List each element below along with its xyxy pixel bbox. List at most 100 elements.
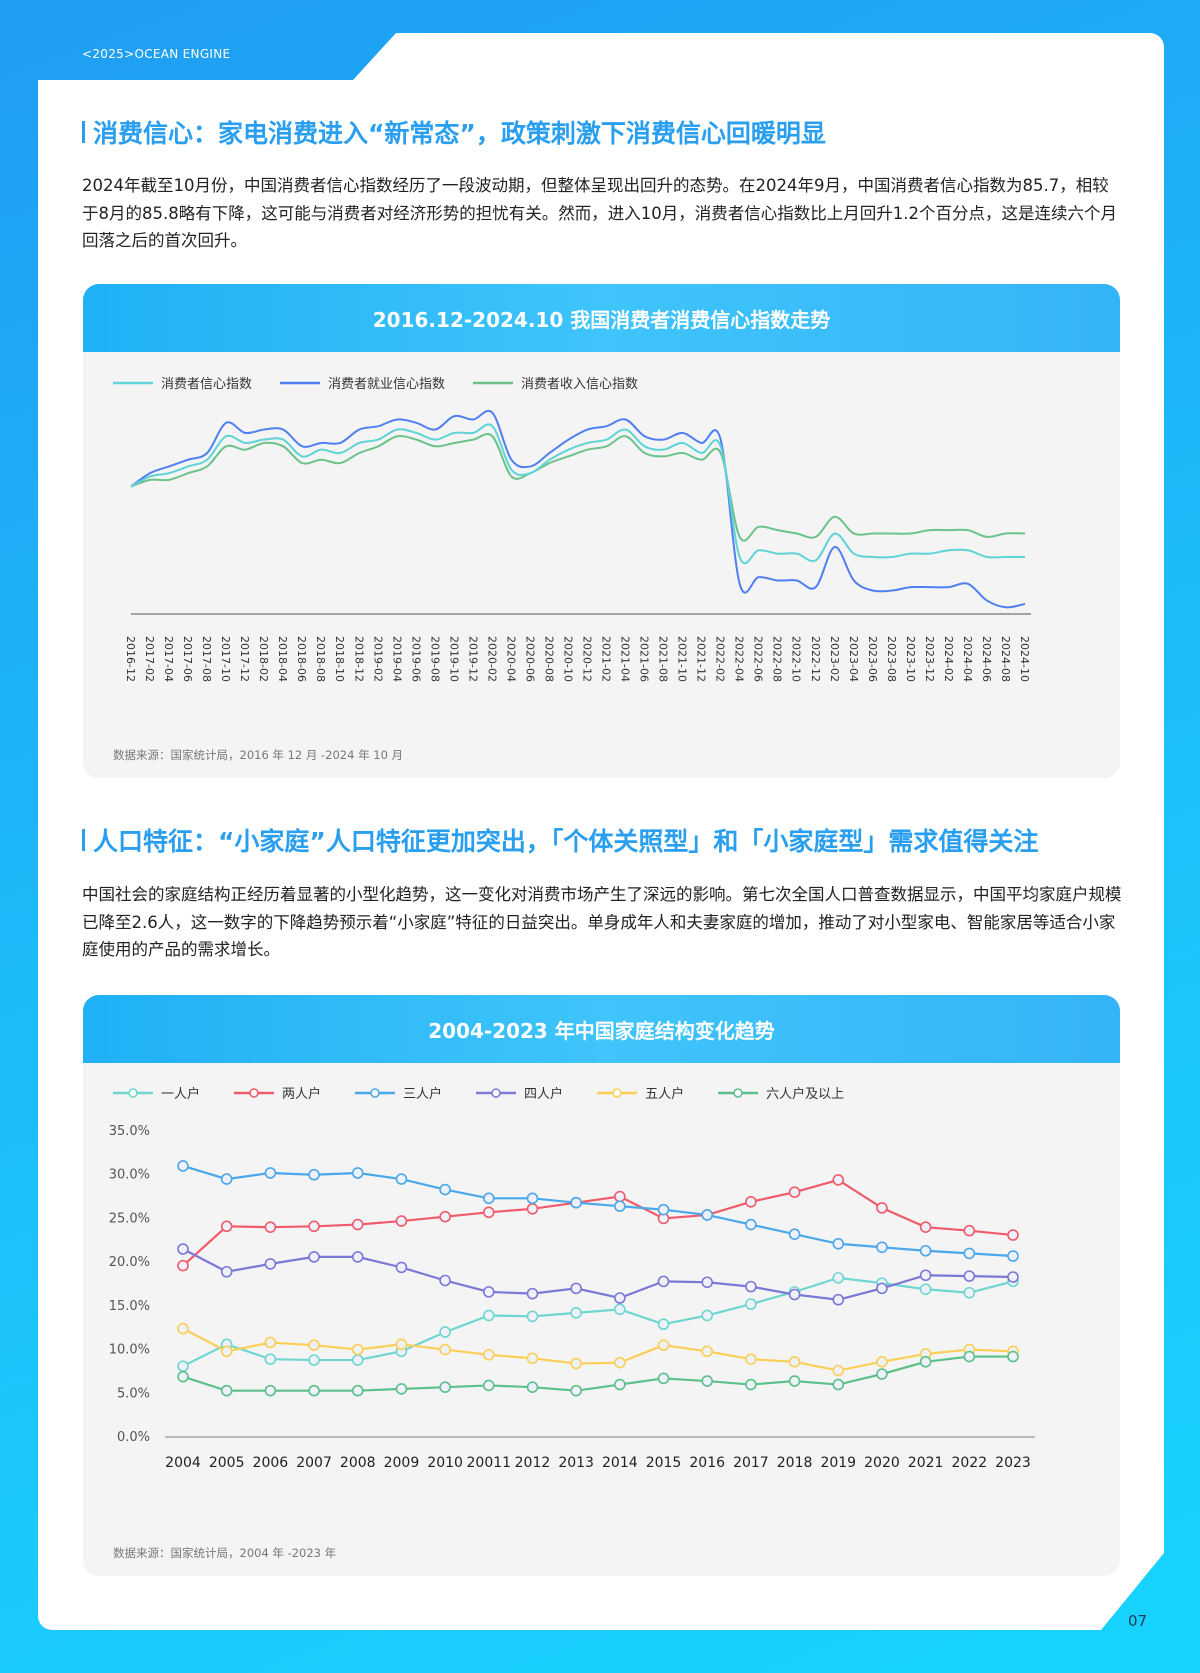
data-point: [308, 1251, 320, 1263]
series-line: [182, 1248, 1014, 1301]
data-point: [526, 1352, 539, 1365]
data-point: [351, 1218, 364, 1231]
legend-label: 消费者信心指数: [161, 377, 253, 392]
data-point: [832, 1237, 845, 1250]
x-tick-label: 2019-02: [371, 636, 384, 682]
data-point: [570, 1384, 582, 1397]
legend-item: 四人户: [476, 1083, 563, 1102]
data-point: [308, 1354, 320, 1366]
data-point: [264, 1258, 277, 1270]
data-point: [177, 1360, 189, 1372]
legend-label: 一人户: [161, 1087, 201, 1102]
legend-item: 消费者收入信心指数: [473, 373, 638, 392]
x-tick-label: 2019-08: [428, 636, 441, 682]
x-tick-label: 2018-06: [295, 636, 308, 682]
data-point: [395, 1338, 408, 1351]
series-line-消费者信心指数: [130, 423, 1025, 565]
data-point: [526, 1287, 539, 1300]
chart-title: 2004-2023 年中国家庭结构变化趋势: [83, 995, 1120, 1063]
data-point: [264, 1221, 277, 1233]
x-tick-label: 2018: [777, 1455, 813, 1471]
x-tick-label: 2022-12: [809, 636, 822, 682]
data-point: [701, 1375, 714, 1387]
series-line-消费者收入信心指数: [130, 433, 1026, 542]
data-point: [177, 1160, 189, 1172]
data-point: [264, 1353, 277, 1365]
data-point: [264, 1384, 277, 1397]
data-point: [832, 1364, 845, 1377]
data-point: [701, 1309, 714, 1322]
x-tick-label: 2019-04: [390, 636, 403, 682]
brand-label: <2025>OCEAN ENGINE: [82, 47, 231, 61]
series-三人户: [177, 1160, 1019, 1262]
data-point: [919, 1356, 932, 1368]
data-point: [614, 1190, 626, 1203]
data-point: [701, 1276, 714, 1289]
x-tick-label: 2021-08: [657, 636, 670, 682]
x-tick-label: 2016: [689, 1455, 725, 1471]
legend-item: 消费者信心指数: [113, 373, 252, 392]
data-point: [526, 1381, 539, 1393]
data-point: [614, 1356, 626, 1369]
x-tick-label: 2024-04: [961, 636, 974, 682]
y-tick-label: 35.0%: [109, 1124, 150, 1139]
data-point: [482, 1379, 495, 1392]
data-point: [570, 1196, 582, 1209]
x-tick-label: 2022-02: [714, 636, 727, 682]
data-point: [439, 1326, 451, 1338]
data-point: [570, 1357, 582, 1370]
data-point: [832, 1272, 845, 1284]
x-tick-label: 2012: [515, 1455, 551, 1471]
data-point: [395, 1173, 408, 1185]
data-point: [308, 1339, 320, 1352]
x-tick-label: 2022-08: [771, 636, 784, 682]
series-line: [182, 1164, 1014, 1258]
chart-legend: 一人户 两人户 三人户 四人户 五人户 六人户及以上: [113, 1083, 844, 1102]
x-tick-label: 2020-08: [542, 636, 555, 682]
data-point: [220, 1220, 233, 1233]
data-point: [439, 1343, 451, 1356]
data-point: [657, 1275, 670, 1288]
data-point: [788, 1375, 801, 1387]
legend-label: 四人户: [524, 1087, 564, 1102]
x-tick-label: 2019-06: [409, 636, 422, 682]
series-五人户: [177, 1322, 1019, 1377]
legend-label: 两人户: [282, 1087, 322, 1102]
data-point: [745, 1378, 757, 1391]
data-point: [177, 1370, 189, 1383]
series-line-消费者就业信心指数: [130, 409, 1026, 609]
x-tick-label: 2006: [253, 1455, 289, 1471]
legend-item: 一人户: [113, 1083, 200, 1102]
x-tick-label: 2017-12: [238, 636, 251, 682]
data-point: [963, 1286, 976, 1299]
x-tick-label: 2005: [209, 1455, 245, 1471]
x-tick-label: 2024-02: [942, 636, 955, 682]
data-point: [614, 1200, 626, 1212]
data-point: [570, 1307, 582, 1319]
data-point: [526, 1310, 539, 1323]
y-tick-label: 10.0%: [109, 1343, 150, 1358]
data-point: [264, 1336, 277, 1349]
x-tick-label: 2018-02: [257, 636, 270, 682]
x-tick-label: 2024-10: [1018, 636, 1031, 682]
data-point: [788, 1186, 801, 1198]
legend-swatch-icon: [355, 1087, 396, 1098]
data-point: [526, 1203, 539, 1215]
y-tick-label: 5.0%: [117, 1386, 150, 1401]
data-point: [788, 1288, 801, 1301]
data-point: [351, 1343, 364, 1356]
data-point: [220, 1173, 233, 1185]
data-point: [701, 1209, 714, 1221]
x-tick-label: 2013: [558, 1455, 594, 1471]
data-point: [351, 1354, 364, 1366]
data-point: [745, 1218, 757, 1231]
data-point: [351, 1384, 364, 1397]
data-point: [963, 1224, 976, 1237]
legend-item: 三人户: [355, 1083, 442, 1102]
data-point: [177, 1322, 189, 1335]
data-point: [745, 1353, 757, 1365]
data-point: [745, 1196, 757, 1208]
y-tick-label: 0.0%: [117, 1430, 150, 1445]
data-point: [439, 1210, 451, 1223]
data-point: [439, 1381, 451, 1393]
